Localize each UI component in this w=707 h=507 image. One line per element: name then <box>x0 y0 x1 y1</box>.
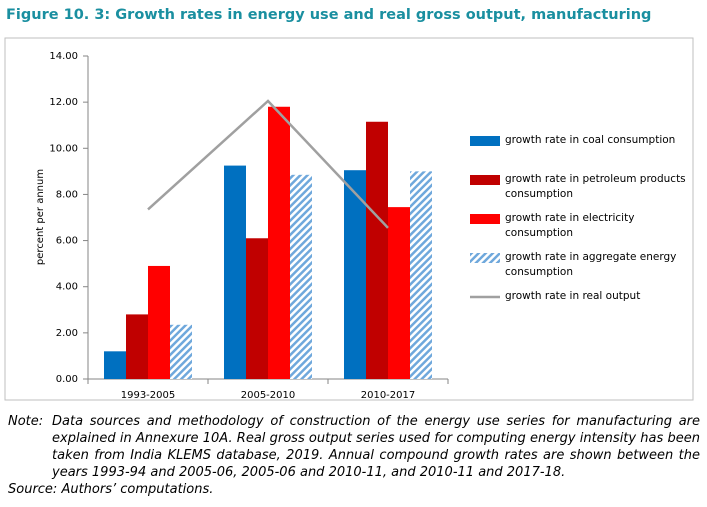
legend-swatch <box>470 214 500 224</box>
bar <box>344 170 366 379</box>
y-tick-label: 2.00 <box>56 328 78 339</box>
bar <box>410 171 432 379</box>
legend-label: growth rate in coal consumption <box>505 134 676 146</box>
legend-item: growth rate in aggregate energy consumpt… <box>470 250 692 280</box>
y-tick-label: 6.00 <box>56 236 78 247</box>
source: Source: Authors’ computations. <box>8 482 214 497</box>
bar <box>290 174 312 379</box>
legend-swatch <box>470 295 500 299</box>
x-tick-label: 2010-2017 <box>361 390 416 401</box>
bar <box>268 106 290 379</box>
x-tick-label: 2005-2010 <box>241 390 296 401</box>
line <box>147 99 389 229</box>
legend-label: growth rate in aggregate energy consumpt… <box>505 251 677 278</box>
y-tick-label: 4.00 <box>56 282 78 293</box>
legend-item: growth rate in real output <box>470 289 692 304</box>
legend-box <box>470 214 500 224</box>
legend-swatch <box>470 136 500 146</box>
legend-swatch <box>470 253 500 263</box>
legend-item: growth rate in petroleum products consum… <box>470 172 692 202</box>
note-line: Data sources and methodology of construc… <box>52 414 700 429</box>
note-label: Note: <box>8 414 44 429</box>
legend-item: growth rate in coal consumption <box>470 133 692 148</box>
legend-box <box>470 253 500 263</box>
legend-label: growth rate in real output <box>505 290 641 302</box>
bar <box>170 324 192 379</box>
x-tick-label: 1993-2005 <box>121 390 176 401</box>
y-tick-label: 14.00 <box>49 51 78 62</box>
legend-item: growth rate in electricity consumption <box>470 211 692 241</box>
legend-box <box>470 136 500 146</box>
chart-title: Figure 10. 3: Growth rates in energy use… <box>6 7 651 23</box>
chart-border <box>4 37 694 401</box>
note-line: years 1993-94 and 2005-06, 2005-06 and 2… <box>52 465 566 480</box>
y-tick-label: 12.00 <box>49 97 78 108</box>
legend-label: growth rate in electricity consumption <box>505 212 635 239</box>
legend-box <box>470 175 500 185</box>
bar <box>246 238 268 379</box>
y-axis-label: percent per annum <box>35 169 46 265</box>
y-tick-label: 10.00 <box>49 143 78 154</box>
note-line: explained in Annexure 10A. Real gross ou… <box>52 431 700 446</box>
y-tick-label: 0.00 <box>56 374 78 385</box>
note-line: taken from India KLEMS database, 2019. A… <box>52 448 700 463</box>
y-tick-label: 8.00 <box>56 189 78 200</box>
legend-label: growth rate in petroleum products consum… <box>505 173 686 200</box>
bar <box>148 265 170 379</box>
bar <box>366 121 388 379</box>
legend-swatch <box>470 175 500 185</box>
bar <box>126 314 148 379</box>
bar <box>224 165 246 379</box>
bar <box>388 207 410 379</box>
bar <box>104 351 126 379</box>
